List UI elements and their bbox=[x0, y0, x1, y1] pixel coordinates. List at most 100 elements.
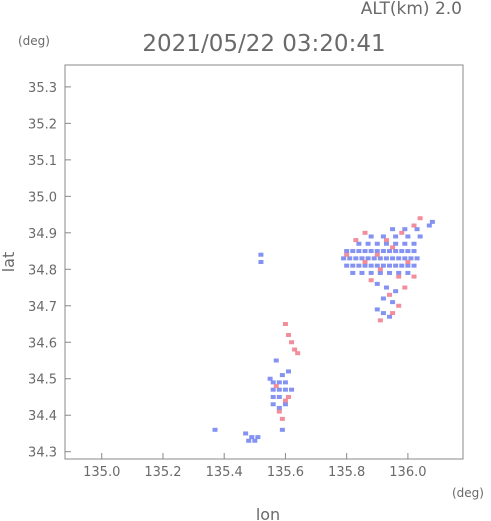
data-point-red bbox=[353, 238, 359, 243]
y-tick-label: 35.1 bbox=[28, 154, 57, 169]
data-point-blue bbox=[377, 256, 383, 261]
data-point-blue bbox=[402, 241, 408, 246]
data-point-blue bbox=[255, 435, 261, 440]
data-point-blue bbox=[279, 373, 285, 378]
data-point-blue bbox=[368, 270, 374, 275]
data-point-blue bbox=[380, 263, 386, 268]
data-point-red bbox=[362, 260, 368, 264]
data-point-blue bbox=[344, 249, 350, 254]
data-point-blue bbox=[270, 380, 276, 385]
data-point-blue bbox=[405, 234, 411, 239]
x-tick-label: 135.2 bbox=[144, 465, 181, 480]
data-point-blue bbox=[359, 270, 365, 275]
data-point-red bbox=[285, 332, 291, 337]
data-point-red bbox=[411, 223, 417, 228]
data-point-red bbox=[411, 274, 417, 279]
data-point-red bbox=[417, 216, 423, 221]
data-point-blue bbox=[380, 234, 386, 239]
data-point-blue bbox=[417, 234, 423, 239]
data-point-blue bbox=[270, 402, 276, 407]
data-point-blue bbox=[362, 263, 368, 268]
data-point-red bbox=[282, 398, 288, 403]
data-point-red bbox=[402, 285, 408, 290]
y-tick-label: 35.0 bbox=[28, 190, 57, 205]
y-tick-label: 35.3 bbox=[28, 81, 57, 96]
data-point-blue bbox=[408, 256, 414, 261]
x-tick-label: 135.8 bbox=[328, 465, 365, 480]
data-point-blue bbox=[350, 270, 356, 275]
data-point-blue bbox=[341, 256, 347, 261]
data-point-blue bbox=[399, 263, 405, 268]
data-point-blue bbox=[371, 256, 377, 261]
data-point-blue bbox=[414, 256, 420, 261]
data-point-blue bbox=[387, 249, 393, 254]
data-point-blue bbox=[374, 263, 380, 268]
x-tick-label: 135.0 bbox=[83, 465, 120, 480]
data-point-red bbox=[387, 292, 393, 297]
data-point-blue bbox=[387, 263, 393, 268]
x-unit-label: (deg) bbox=[452, 486, 484, 500]
data-point-blue bbox=[356, 249, 362, 254]
data-point-blue bbox=[350, 263, 356, 268]
data-point-red bbox=[399, 230, 405, 235]
data-point-blue bbox=[365, 241, 371, 246]
data-point-blue bbox=[380, 311, 386, 316]
data-point-blue bbox=[270, 387, 276, 392]
data-point-blue bbox=[356, 241, 362, 246]
data-point-blue bbox=[380, 296, 386, 301]
data-point-blue bbox=[402, 256, 408, 261]
data-point-red bbox=[292, 347, 298, 352]
data-point-blue bbox=[282, 402, 288, 407]
y-tick-label: 34.6 bbox=[28, 336, 57, 351]
data-point-blue bbox=[279, 427, 285, 432]
data-point-red bbox=[377, 267, 383, 272]
data-point-blue bbox=[396, 270, 402, 275]
x-tick-label: 135.6 bbox=[267, 465, 304, 480]
data-point-blue bbox=[258, 252, 264, 257]
data-point-blue bbox=[276, 394, 282, 399]
data-point-blue bbox=[387, 270, 393, 275]
data-point-red bbox=[285, 394, 291, 399]
data-point-blue bbox=[276, 380, 282, 385]
y-tick-label: 34.5 bbox=[28, 373, 57, 388]
data-point-red bbox=[289, 340, 295, 345]
data-point-blue bbox=[405, 270, 411, 275]
data-point-blue bbox=[270, 394, 276, 399]
data-point-blue bbox=[429, 219, 435, 224]
plot-frame bbox=[64, 64, 464, 460]
y-tick-label: 35.2 bbox=[28, 117, 57, 132]
data-point-blue bbox=[405, 263, 411, 268]
data-point-blue bbox=[383, 285, 389, 290]
data-point-blue bbox=[405, 249, 411, 254]
data-point-blue bbox=[249, 435, 255, 440]
data-point-red bbox=[390, 311, 396, 316]
data-point-blue bbox=[359, 256, 365, 261]
data-point-blue bbox=[282, 380, 288, 385]
data-point-blue bbox=[289, 387, 295, 392]
data-point-blue bbox=[276, 387, 282, 392]
data-point-blue bbox=[393, 234, 399, 239]
data-point-blue bbox=[347, 256, 353, 261]
y-unit-label: (deg) bbox=[18, 34, 50, 48]
data-point-blue bbox=[411, 263, 417, 268]
data-point-blue bbox=[282, 387, 288, 392]
altitude-label: ALT(km) 2.0 bbox=[361, 0, 462, 19]
data-point-blue bbox=[356, 263, 362, 268]
x-axis-title: lon bbox=[256, 505, 280, 521]
data-point-blue bbox=[365, 256, 371, 261]
data-point-red bbox=[396, 303, 402, 308]
x-tick-label: 135.4 bbox=[206, 465, 243, 480]
data-point-blue bbox=[374, 241, 380, 246]
data-point-blue bbox=[383, 256, 389, 261]
data-point-red bbox=[276, 409, 282, 414]
data-point-red bbox=[405, 260, 411, 264]
data-point-red bbox=[279, 416, 285, 421]
data-point-blue bbox=[402, 227, 408, 232]
data-point-red bbox=[368, 278, 374, 283]
axis-ticks: 135.0 135.2 135.4 135.6 135.8 136.0 34.3 34.4 34… bbox=[28, 81, 426, 480]
data-point-blue bbox=[246, 438, 252, 443]
data-point-red bbox=[273, 384, 279, 389]
data-point-blue bbox=[353, 256, 359, 261]
data-point-blue bbox=[374, 249, 380, 254]
